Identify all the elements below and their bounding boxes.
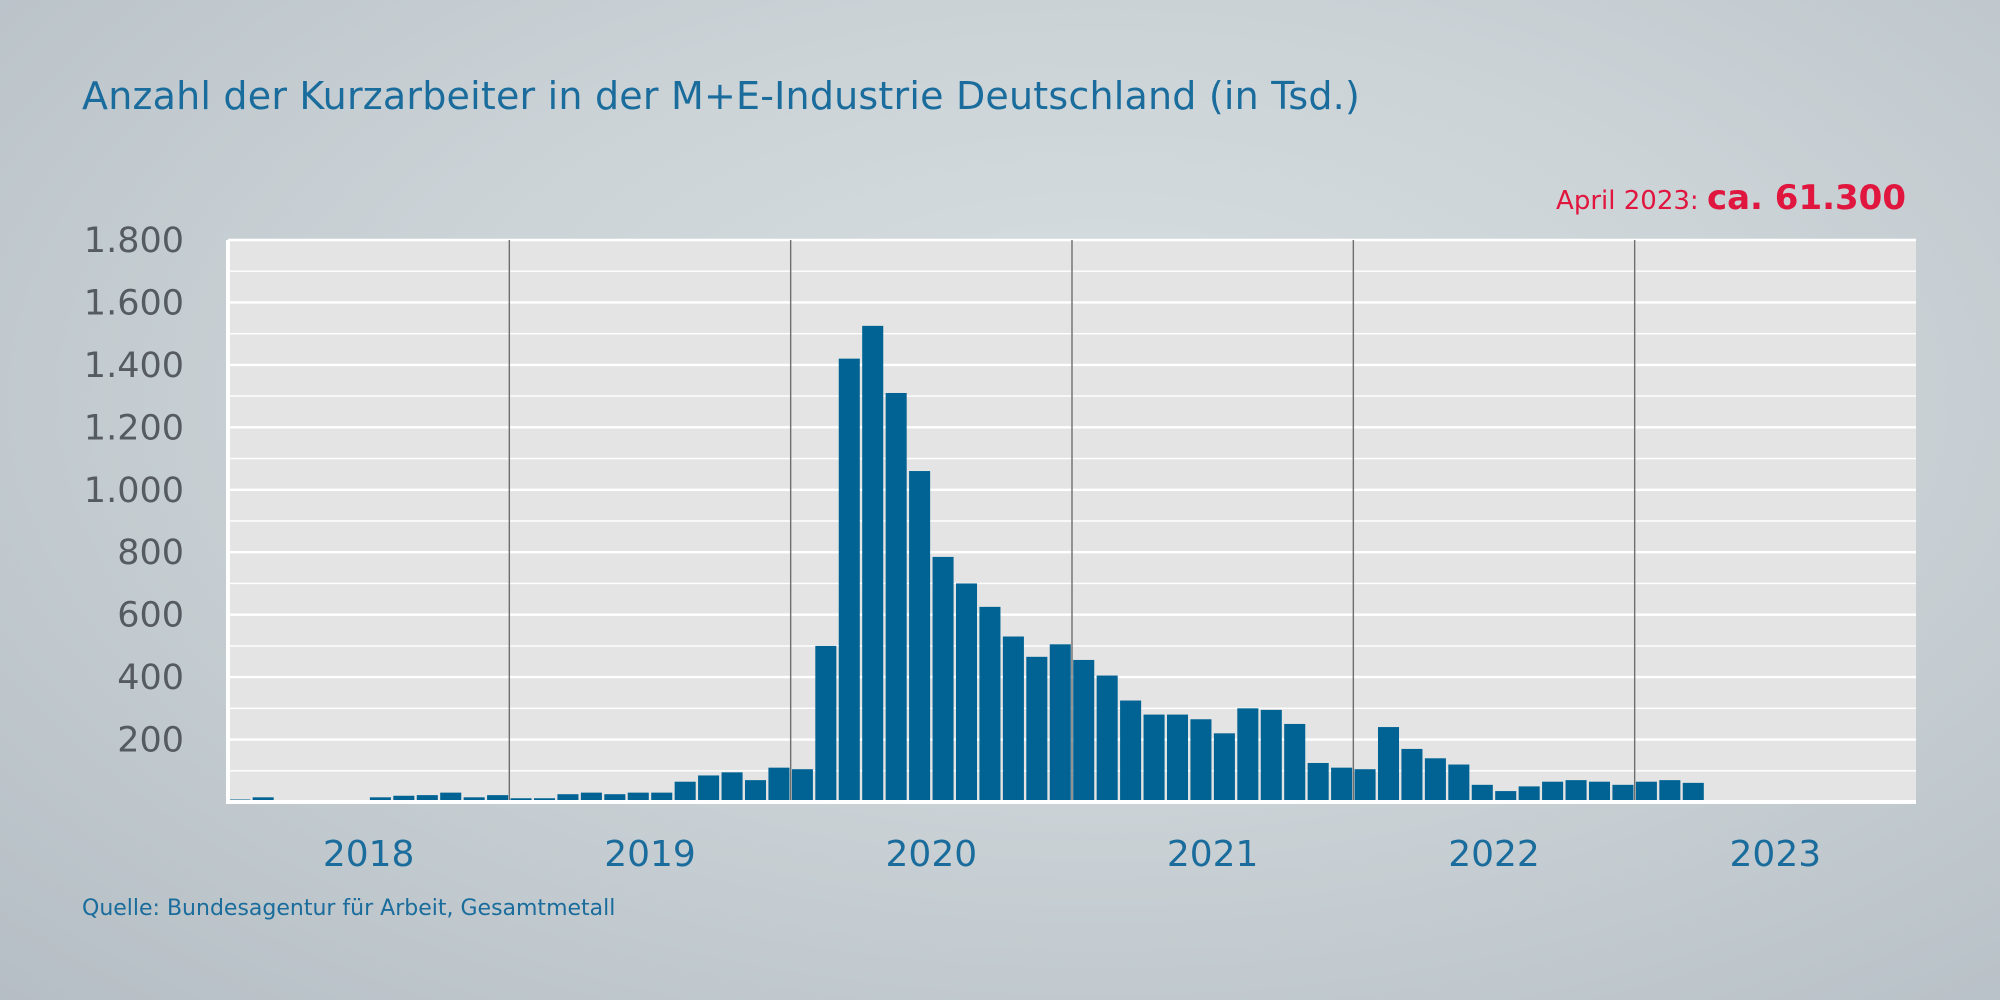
bar-2023-01 bbox=[1635, 781, 1657, 802]
bar-2020-08 bbox=[955, 583, 978, 802]
bar-2019-06 bbox=[627, 792, 649, 802]
axes bbox=[226, 240, 1916, 804]
callout-label: April 2023: bbox=[1556, 186, 1699, 216]
y-tick-label: 600 bbox=[117, 596, 184, 636]
bar-2018-07 bbox=[369, 797, 391, 802]
x-tick-label: 2023 bbox=[1730, 834, 1822, 875]
bar-2022-06 bbox=[1471, 784, 1493, 802]
bar-2021-01 bbox=[1073, 659, 1095, 802]
bar-2022-03 bbox=[1401, 748, 1423, 802]
y-tick-labels: 200 400 600 800 1.000 1.200 1.400 1.600 1.800 bbox=[84, 221, 184, 761]
bar-2021-11 bbox=[1307, 762, 1329, 802]
bar-2020-05 bbox=[885, 392, 907, 802]
bar-2022-08 bbox=[1518, 786, 1540, 802]
bar-2020-02 bbox=[815, 645, 837, 802]
bar-2018-12 bbox=[487, 795, 509, 802]
y-tick-label: 400 bbox=[117, 658, 184, 698]
bar-2019-11 bbox=[744, 780, 767, 802]
y-tick-label: 1.200 bbox=[84, 408, 184, 448]
bar-2021-05 bbox=[1166, 714, 1189, 802]
bar-2021-02 bbox=[1096, 675, 1118, 802]
bar-2021-09 bbox=[1260, 709, 1282, 802]
y-tick-label: 1.600 bbox=[84, 283, 184, 323]
year-separators bbox=[508, 240, 1636, 802]
bars bbox=[229, 325, 1704, 802]
bar-2019-08 bbox=[674, 781, 696, 802]
bar-2020-11 bbox=[1026, 656, 1048, 802]
x-tick-label: 2022 bbox=[1448, 834, 1540, 875]
bar-2020-03 bbox=[838, 358, 860, 802]
callout-value: ca. 61.300 bbox=[1706, 178, 1906, 218]
y-tick-label: 800 bbox=[117, 533, 184, 573]
bar-2019-04 bbox=[580, 792, 602, 802]
source-note: Quelle: Bundesagentur für Arbeit, Gesamt… bbox=[82, 896, 616, 921]
bar-2021-04 bbox=[1143, 714, 1165, 802]
bar-2018-08 bbox=[393, 795, 415, 802]
bar-2019-12 bbox=[768, 767, 790, 802]
bar-2019-09 bbox=[698, 775, 720, 802]
bar-2020-04 bbox=[862, 325, 884, 802]
bar-2019-05 bbox=[604, 794, 626, 802]
bar-2020-10 bbox=[1002, 636, 1024, 802]
bar-2019-03 bbox=[557, 794, 579, 802]
bar-2020-07 bbox=[932, 556, 954, 802]
bar-2023-03 bbox=[1682, 782, 1704, 802]
x-tick-label: 2020 bbox=[886, 834, 978, 875]
bar-2022-07 bbox=[1495, 791, 1517, 802]
bar-2021-10 bbox=[1284, 723, 1306, 802]
latest-value-callout: April 2023: ca. 61.300 bbox=[1556, 178, 1906, 218]
x-tick-labels: 2018 2019 2020 2021 2022 2023 bbox=[323, 834, 1821, 875]
y-tick-label: 1.000 bbox=[84, 471, 184, 511]
bar-2021-08 bbox=[1237, 708, 1259, 802]
bar-2018-09 bbox=[416, 795, 438, 802]
bar-2020-06 bbox=[909, 471, 931, 802]
bar-2022-01 bbox=[1354, 769, 1376, 802]
bar-2018-10 bbox=[440, 792, 462, 802]
bar-2018-11 bbox=[463, 797, 485, 802]
bar-2020-01 bbox=[791, 769, 813, 802]
bar-2021-03 bbox=[1120, 700, 1142, 802]
y-tick-label: 1.800 bbox=[84, 221, 184, 261]
bar-2022-12 bbox=[1612, 784, 1634, 802]
bar-2022-09 bbox=[1542, 781, 1564, 802]
bar-2018-02 bbox=[252, 797, 274, 802]
bar-2021-12 bbox=[1331, 767, 1353, 802]
chart-title: Anzahl der Kurzarbeiter in der M+E-Indus… bbox=[82, 74, 1360, 118]
bar-2022-04 bbox=[1424, 758, 1446, 802]
x-tick-label: 2021 bbox=[1167, 834, 1259, 875]
bar-2019-07 bbox=[651, 792, 673, 802]
bar-2019-10 bbox=[721, 772, 743, 802]
bar-2020-12 bbox=[1049, 644, 1071, 802]
y-tick-label: 200 bbox=[117, 721, 184, 761]
bar-2022-11 bbox=[1588, 781, 1611, 802]
bar-2022-05 bbox=[1448, 764, 1470, 802]
x-tick-label: 2018 bbox=[323, 834, 415, 875]
bar-2021-07 bbox=[1213, 733, 1235, 802]
bar-2021-06 bbox=[1190, 719, 1212, 802]
bar-2022-10 bbox=[1565, 780, 1587, 802]
bar-2020-09 bbox=[979, 606, 1001, 802]
bar-2022-02 bbox=[1377, 727, 1400, 802]
y-tick-label: 1.400 bbox=[84, 346, 184, 386]
bar-2023-02 bbox=[1659, 780, 1681, 802]
x-tick-label: 2019 bbox=[604, 834, 696, 875]
